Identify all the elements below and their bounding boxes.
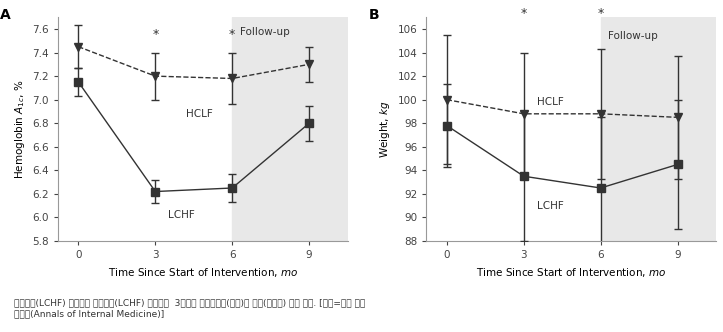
Bar — [232, 17, 348, 241]
X-axis label: Time Since Start of Intervention, $\it{mo}$: Time Since Start of Intervention, $\it{m… — [108, 266, 298, 279]
Text: Follow-up: Follow-up — [240, 27, 290, 37]
Y-axis label: Weight, $\it{kg}$: Weight, $\it{kg}$ — [378, 100, 392, 158]
Bar — [601, 17, 716, 241]
Text: Follow-up: Follow-up — [608, 32, 658, 42]
Text: *: * — [152, 28, 158, 41]
Y-axis label: Hemoglobin $A_{1c}$, %: Hemoglobin $A_{1c}$, % — [13, 79, 27, 179]
Text: *: * — [229, 28, 236, 41]
Text: HCLF: HCLF — [186, 109, 213, 119]
Text: HCLF: HCLF — [536, 97, 563, 107]
Text: LCHF: LCHF — [168, 210, 195, 220]
Text: B: B — [369, 8, 379, 22]
Text: *: * — [597, 7, 604, 20]
Text: A: A — [0, 8, 11, 22]
X-axis label: Time Since Start of Intervention, $\it{mo}$: Time Since Start of Intervention, $\it{m… — [476, 266, 667, 279]
Text: *: * — [521, 7, 527, 20]
Text: LCHF: LCHF — [536, 201, 563, 211]
Text: 저탄고지(LCHF) 식단군과 고탄저지(LCHF) 식단군의  3개월당 당화혈색소(왼쪽)와 체중(오른쪽) 변화 추이. [자료=미국 내과
학회보(An: 저탄고지(LCHF) 식단군과 고탄저지(LCHF) 식단군의 3개월당 당화혈… — [14, 299, 366, 318]
